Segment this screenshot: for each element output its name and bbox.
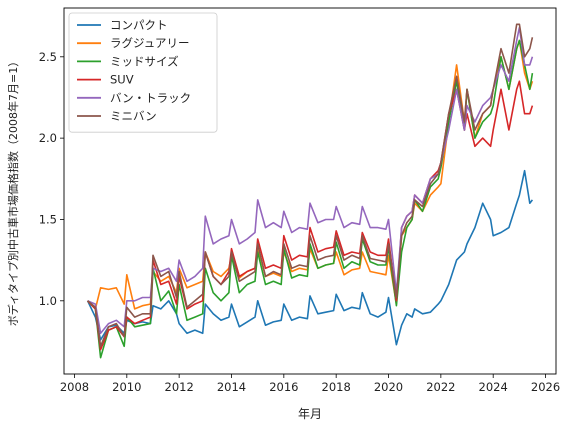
- y-axis-title: ボディタイプ別中古車市場価格指数（2008年7月=1）: [6, 56, 20, 326]
- x-axis-ticks: 2008 2010 2012 2014 2016 2018 2020 2022 2024 2026: [60, 374, 560, 394]
- x-tick-label: 2018: [322, 380, 351, 394]
- x-tick-label: 2008: [60, 380, 89, 394]
- legend-label: SUV: [110, 73, 134, 87]
- legend-box: [68, 12, 218, 133]
- y-tick-label: 2.5: [39, 50, 57, 64]
- plot-frame: [63, 7, 557, 375]
- legend-label: バン・トラック: [110, 91, 191, 105]
- x-tick-label: 2010: [112, 380, 141, 394]
- x-tick-label: 2026: [531, 380, 560, 394]
- x-tick-label: 2014: [217, 380, 246, 394]
- x-tick-label: 2022: [426, 380, 455, 394]
- x-tick-label: 2024: [479, 380, 508, 394]
- legend-label: ミッドサイズ: [110, 54, 179, 68]
- legend-label: ミニバン: [110, 109, 157, 123]
- y-tick-label: 2.0: [39, 131, 57, 145]
- x-tick-label: 2012: [165, 380, 194, 394]
- y-tick-label: 1.0: [39, 294, 57, 308]
- x-tick-label: 2020: [374, 380, 403, 394]
- series-line: [86, 169, 534, 346]
- legend-label: コンパクト: [110, 18, 168, 32]
- legend-label: ラグジュアリー: [110, 36, 189, 50]
- y-axis-ticks: 1.0 1.5 2.0 2.5: [39, 50, 64, 308]
- series-layer: [86, 23, 534, 359]
- series-line: [87, 26, 534, 335]
- y-tick-label: 1.5: [39, 212, 57, 226]
- series-line: [87, 23, 534, 348]
- x-axis-title: 年月: [298, 407, 322, 421]
- x-tick-label: 2016: [269, 380, 298, 394]
